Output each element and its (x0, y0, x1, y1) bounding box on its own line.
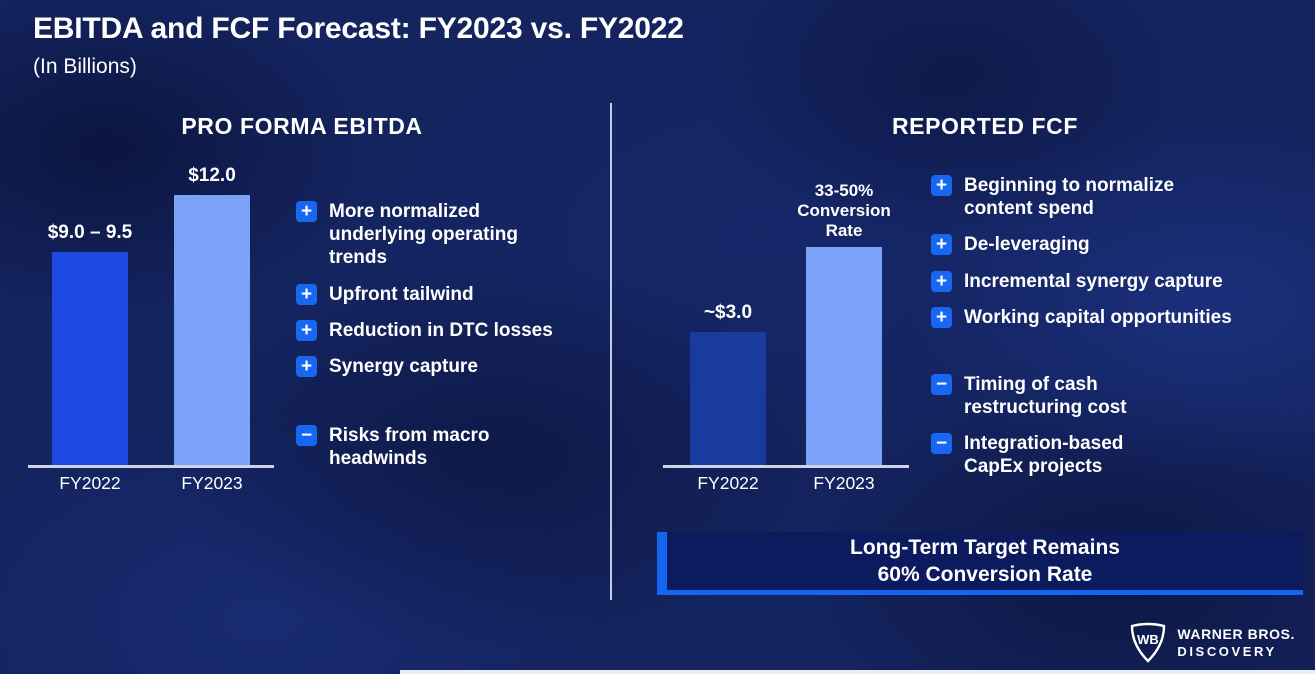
bullet-text: Working capital opportunities (964, 306, 1232, 328)
bullet-text: De-leveraging (964, 234, 1090, 256)
logo-wordmark: WARNER BROS. DISCOVERY (1177, 626, 1295, 660)
logo-line-discovery: DISCOVERY (1177, 643, 1277, 659)
bullet-item: + More normalized underlying operating t… (296, 200, 576, 270)
bullet-text: More normalized underlying operating tre… (329, 201, 518, 269)
bar-value-label: 33-50% Conversion Rate (797, 180, 891, 240)
bullet-item: + Synergy capture (296, 355, 576, 378)
minus-icon: − (931, 433, 952, 455)
fy2023-bar (174, 195, 250, 465)
axis-label-fy2022: FY2022 (697, 473, 759, 493)
bullet-text: Synergy capture (329, 355, 478, 377)
plus-icon: + (296, 201, 317, 222)
ebitda-bullet-list: + More normalized underlying operating t… (296, 200, 576, 483)
page-subtitle: (In Billions) (33, 55, 137, 78)
panel-divider (610, 103, 612, 600)
bullet-item: + Reduction in DTC losses (296, 319, 576, 342)
bullet-text: Integration-based CapEx projects (964, 433, 1124, 478)
bullet-text: Incremental synergy capture (964, 270, 1223, 292)
plus-icon: + (296, 283, 317, 305)
plus-icon: + (296, 355, 317, 377)
fy2022-bar (690, 332, 766, 465)
axis-label-fy2023: FY2023 (813, 473, 875, 493)
ebitda-bar-chart: $9.0 – 9.5 $12.0 (28, 165, 274, 468)
negatives-group: − Timing of cash restructuring cost − In… (931, 373, 1301, 479)
logo-line-warner-bros: WARNER BROS. (1177, 626, 1295, 643)
banner-line-1: Long-Term Target Remains (850, 535, 1120, 559)
bar-value-label: $12.0 (188, 165, 236, 186)
bullet-item: + De-leveraging (931, 233, 1301, 256)
fy2023-bar (806, 247, 882, 465)
bullet-item: + Incremental synergy capture (931, 270, 1301, 293)
plus-icon: + (931, 270, 952, 292)
bar-value-label: ~$3.0 (703, 301, 753, 323)
fcf-bullet-list: + Beginning to normalize content spend +… (931, 174, 1301, 492)
plus-icon: + (931, 306, 952, 328)
axis-label-fy2022: FY2022 (59, 473, 121, 493)
bullet-item: − Risks from macro headwinds (296, 424, 576, 470)
bullet-item: + Working capital opportunities (931, 306, 1301, 329)
svg-text:WB: WB (1138, 632, 1160, 647)
plus-icon: + (931, 175, 952, 196)
negatives-group: − Risks from macro headwinds (296, 424, 576, 470)
bar-group-fy2022: ~$3.0 (673, 165, 783, 465)
axis-label-fy2023: FY2023 (181, 473, 243, 493)
bullet-item: − Timing of cash restructuring cost (931, 373, 1301, 419)
bar-group-fy2022: $9.0 – 9.5 (35, 165, 145, 465)
wb-shield-icon: WB (1131, 622, 1166, 663)
ebitda-axis-labels: FY2022 FY2023 (28, 473, 274, 494)
page-title: EBITDA and FCF Forecast: FY2023 vs. FY20… (33, 12, 684, 45)
left-panel-header: PRO FORMA EBITDA (181, 113, 423, 139)
warner-bros-discovery-logo: WB WARNER BROS. DISCOVERY (1129, 622, 1295, 664)
fy2022-bar (52, 252, 128, 465)
fcf-axis-labels: FY2022 FY2023 (663, 473, 909, 494)
bullet-text: Reduction in DTC losses (329, 319, 553, 341)
minus-icon: − (931, 373, 952, 395)
bullet-item: + Beginning to normalize content spend (931, 174, 1301, 220)
minus-icon: − (296, 425, 317, 447)
plus-icon: + (931, 234, 952, 256)
bottom-edge-line (400, 670, 1315, 674)
bullet-item: + Upfront tailwind (296, 283, 576, 306)
long-term-target-banner: Long-Term Target Remains 60% Conversion … (657, 532, 1303, 595)
bullet-item: − Integration-based CapEx projects (931, 432, 1301, 478)
fcf-bar-chart: ~$3.0 33-50% Conversion Rate (663, 165, 909, 468)
plus-icon: + (296, 319, 317, 341)
bullet-text: Risks from macro headwinds (329, 425, 490, 470)
bullet-text: Beginning to normalize content spend (964, 175, 1175, 220)
bar-group-fy2023: $12.0 (157, 165, 267, 465)
bullet-text: Upfront tailwind (329, 283, 474, 305)
bullet-text: Timing of cash restructuring cost (964, 373, 1127, 419)
right-panel-header: REPORTED FCF (891, 113, 1079, 139)
bar-group-fy2023: 33-50% Conversion Rate (789, 165, 899, 465)
banner-line-2: 60% Conversion Rate (877, 563, 1093, 586)
bar-value-label: $9.0 – 9.5 (47, 221, 133, 243)
